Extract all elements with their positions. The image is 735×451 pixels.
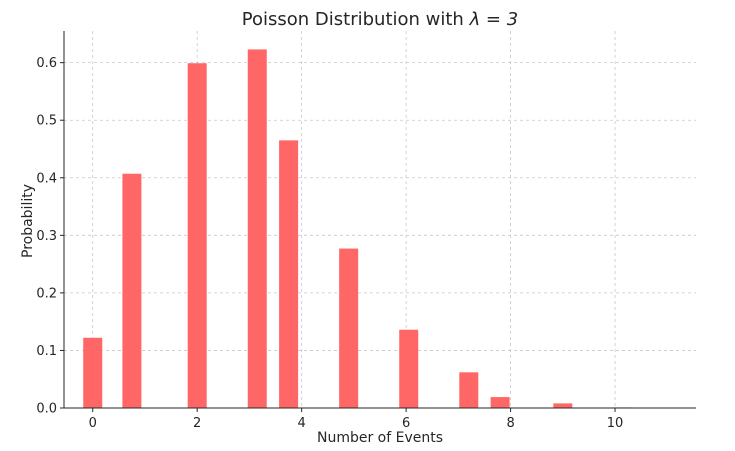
x-axis-label: Number of Events [317, 430, 443, 446]
y-tick-label-5: 0.5 [36, 114, 57, 129]
bar-2 [187, 63, 207, 409]
y-axis-label: Probability [20, 184, 36, 258]
bar-9 [553, 403, 573, 408]
bar-5 [339, 248, 359, 408]
bar-layer [83, 49, 633, 409]
bar-4 [279, 140, 299, 409]
chart-title: Poisson Distribution with λ = 3 [242, 9, 518, 30]
y-tick-label-4: 0.4 [36, 171, 57, 186]
bar-8 [490, 397, 510, 408]
y-tick-label-2: 0.2 [36, 286, 57, 301]
x-tick-label-1: 2 [193, 416, 201, 431]
bar-3 [247, 49, 267, 408]
y-tick-label-3: 0.3 [36, 229, 57, 244]
y-tick-label-6: 0.6 [36, 56, 57, 71]
grid-layer [64, 31, 696, 409]
y-tick-label-1: 0.1 [36, 344, 57, 359]
x-tick-label-3: 6 [402, 416, 410, 431]
chart-title-math: λ = 3 [469, 9, 519, 30]
y-tick-label-0: 0.0 [36, 402, 57, 417]
x-tick-label-2: 4 [298, 416, 306, 431]
chart-title-text: Poisson Distribution with [242, 9, 470, 30]
bar-7 [459, 372, 479, 408]
axis-layer: 0 2 4 6 8 10 0.0 0.1 0.2 0.3 0.4 0.5 0.6 [36, 31, 696, 431]
bar-6 [399, 329, 419, 408]
x-tick-label-4: 8 [506, 416, 514, 431]
x-tick-label-0: 0 [89, 416, 97, 431]
bar-0 [83, 337, 103, 408]
bar-1 [122, 173, 142, 408]
x-tick-label-5: 10 [607, 416, 624, 431]
